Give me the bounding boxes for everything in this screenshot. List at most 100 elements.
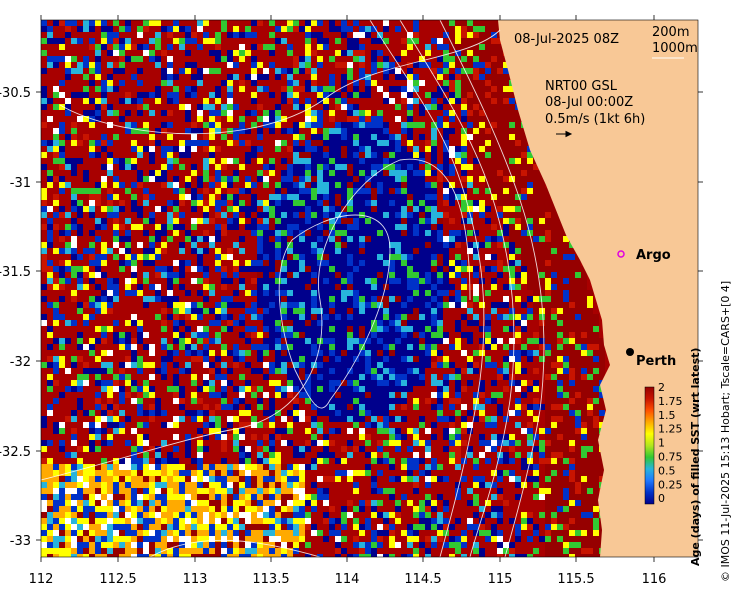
sst-cell: [59, 56, 65, 62]
sst-cell: [251, 500, 257, 506]
sst-cell: [317, 380, 323, 386]
sst-cell: [209, 176, 215, 182]
sst-cell: [485, 446, 491, 452]
sst-cell: [221, 26, 227, 32]
sst-cell: [347, 350, 353, 356]
sst-cell: [383, 146, 389, 152]
sst-cell: [569, 344, 575, 350]
sst-cell: [455, 464, 461, 470]
sst-cell: [323, 356, 329, 362]
sst-cell: [161, 476, 167, 482]
sst-cell: [59, 146, 65, 152]
sst-cell: [257, 422, 263, 428]
sst-cell: [149, 146, 155, 152]
sst-cell: [407, 38, 413, 44]
sst-cell: [131, 398, 137, 404]
sst-cell: [293, 320, 299, 326]
sst-cell: [125, 260, 131, 266]
sst-cell: [173, 434, 179, 440]
sst-cell: [377, 32, 383, 38]
sst-cell: [521, 272, 527, 278]
sst-cell: [311, 140, 317, 146]
sst-cell: [257, 482, 263, 488]
sst-cell: [257, 440, 263, 446]
sst-cell: [311, 296, 317, 302]
sst-cell: [251, 20, 257, 26]
sst-cell: [233, 476, 239, 482]
sst-cell: [59, 236, 65, 242]
sst-cell: [89, 344, 95, 350]
sst-cell: [593, 350, 599, 356]
sst-cell: [269, 278, 275, 284]
sst-cell: [287, 380, 293, 386]
sst-cell: [461, 302, 467, 308]
sst-cell: [305, 104, 311, 110]
sst-cell: [479, 50, 485, 56]
sst-cell: [473, 272, 479, 278]
sst-cell: [131, 320, 137, 326]
sst-cell: [41, 248, 47, 254]
sst-cell: [257, 524, 263, 530]
sst-cell: [545, 320, 551, 326]
sst-cell: [305, 110, 311, 116]
sst-cell: [299, 62, 305, 68]
sst-cell: [323, 332, 329, 338]
sst-cell: [581, 500, 587, 506]
sst-cell: [371, 224, 377, 230]
sst-cell: [383, 452, 389, 458]
sst-cell: [455, 98, 461, 104]
sst-cell: [539, 242, 545, 248]
sst-cell: [293, 386, 299, 392]
sst-cell: [437, 56, 443, 62]
sst-cell: [485, 440, 491, 446]
sst-cell: [179, 524, 185, 530]
sst-cell: [167, 512, 173, 518]
sst-cell: [527, 212, 533, 218]
sst-cell: [527, 242, 533, 248]
sst-cell: [53, 92, 59, 98]
sst-cell: [473, 500, 479, 506]
sst-cell: [593, 512, 599, 518]
sst-cell: [419, 56, 425, 62]
sst-cell: [53, 284, 59, 290]
sst-cell: [557, 344, 563, 350]
sst-cell: [449, 116, 455, 122]
sst-cell: [359, 230, 365, 236]
sst-cell: [593, 440, 599, 446]
sst-cell: [305, 302, 311, 308]
sst-cell: [281, 182, 287, 188]
sst-cell: [395, 434, 401, 440]
sst-cell: [269, 242, 275, 248]
sst-cell: [563, 482, 569, 488]
sst-cell: [593, 362, 599, 368]
sst-cell: [137, 506, 143, 512]
sst-cell: [257, 296, 263, 302]
sst-cell: [347, 230, 353, 236]
sst-cell: [323, 194, 329, 200]
sst-cell: [449, 422, 455, 428]
sst-cell: [131, 446, 137, 452]
sst-cell: [329, 86, 335, 92]
sst-cell: [149, 392, 155, 398]
sst-cell: [503, 164, 509, 170]
sst-cell: [245, 74, 251, 80]
sst-cell: [443, 434, 449, 440]
sst-cell: [449, 146, 455, 152]
sst-cell: [545, 314, 551, 320]
sst-cell: [209, 104, 215, 110]
sst-cell: [443, 26, 449, 32]
sst-cell: [245, 362, 251, 368]
sst-cell: [149, 518, 155, 524]
sst-cell: [323, 362, 329, 368]
sst-cell: [203, 344, 209, 350]
sst-cell: [305, 512, 311, 518]
sst-cell: [389, 404, 395, 410]
sst-cell: [455, 296, 461, 302]
sst-cell: [137, 284, 143, 290]
sst-cell: [83, 272, 89, 278]
sst-cell: [455, 188, 461, 194]
sst-cell: [137, 470, 143, 476]
sst-cell: [329, 230, 335, 236]
sst-cell: [407, 218, 413, 224]
sst-cell: [227, 416, 233, 422]
